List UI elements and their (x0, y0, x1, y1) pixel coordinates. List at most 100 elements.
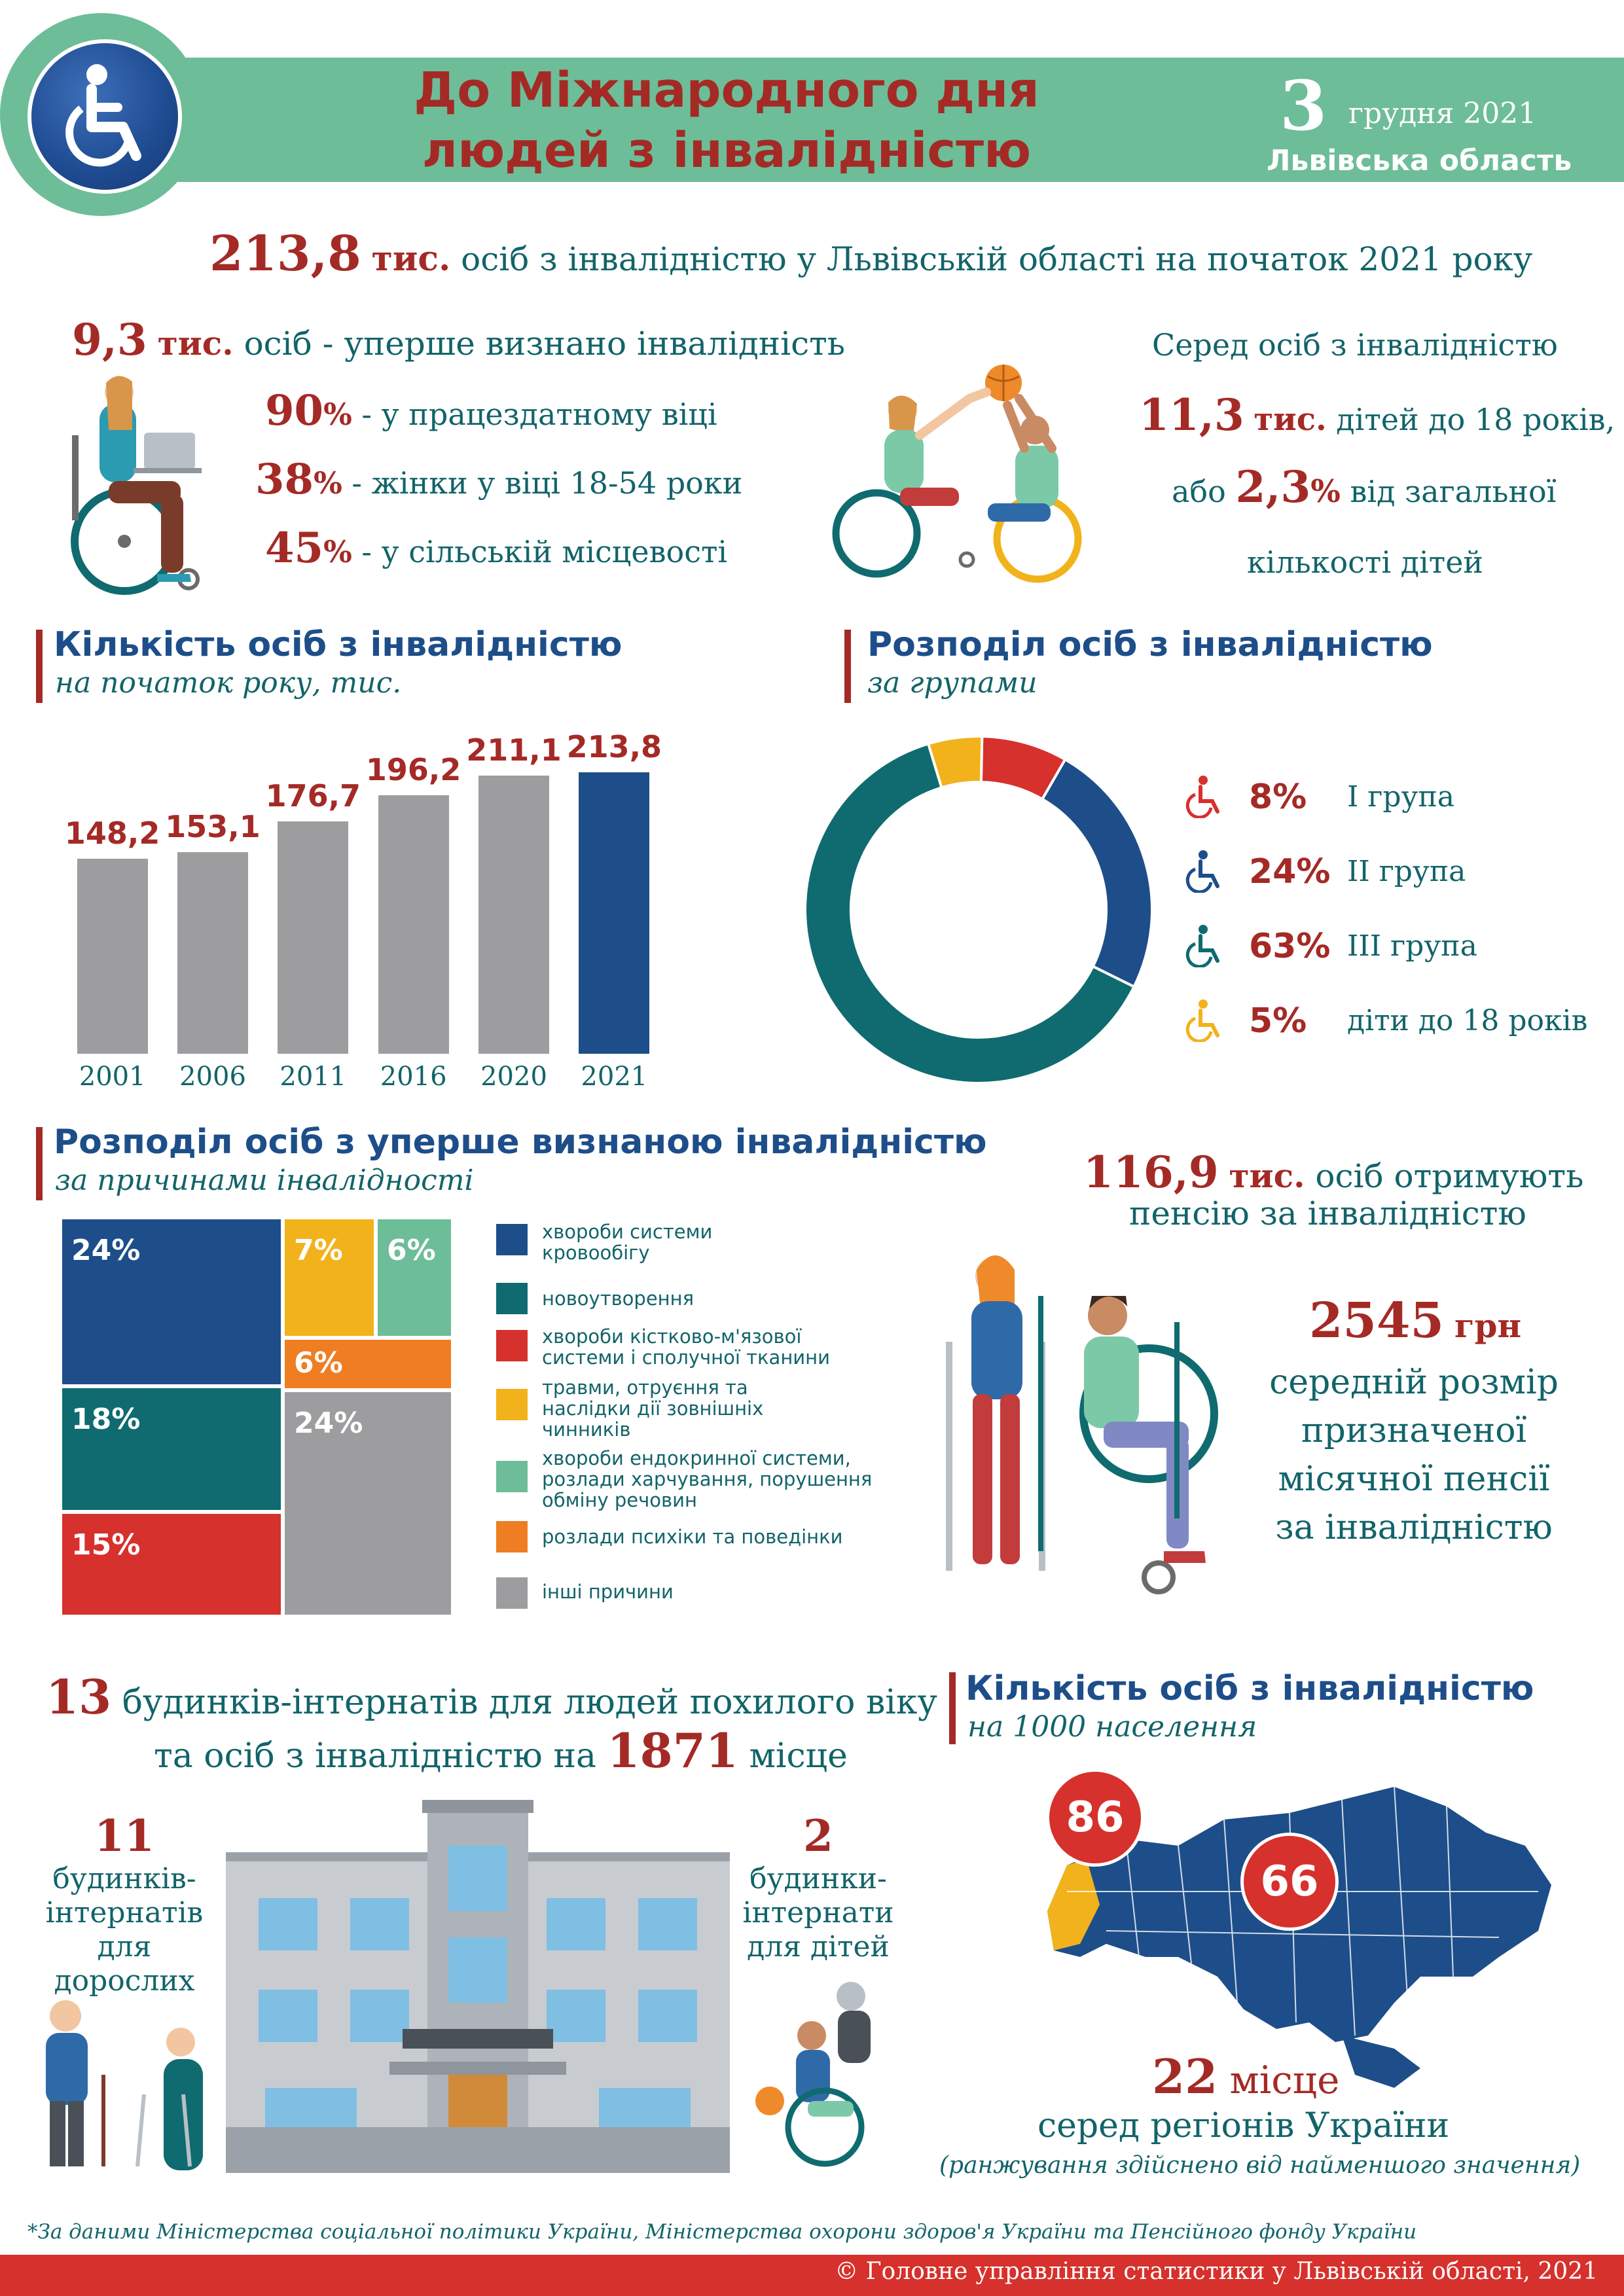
pension-unit: тис. (1229, 1157, 1305, 1195)
bar-2001 (77, 858, 148, 1054)
bar-section-subtitle: на початок року, тис. (55, 666, 402, 700)
page-title: До Міжнародного дня людей з інвалідністю (367, 60, 1087, 181)
x-tick-label: 2001 (79, 1062, 146, 1092)
title-line-1: До Міжнародного дня (414, 62, 1039, 118)
pension-amount: 2545 (1309, 1293, 1444, 1349)
basketball-wheelchair-players-illustration (832, 365, 1082, 583)
footer-band (0, 2255, 1624, 2296)
stat-3-pct: % (323, 534, 352, 569)
legend-swatch (496, 1330, 528, 1361)
children-text: дітей до 18 років, (1336, 402, 1615, 437)
crutches-wheelchair-people-illustration (946, 1255, 1218, 1594)
stat-3-text: - у сільській місцевості (361, 534, 728, 569)
donut-legend-value: 63% (1249, 927, 1331, 966)
bar-value-label: 211,1 (466, 732, 562, 768)
legend-label: хвороби ендокринної системи, розлади хар… (542, 1447, 873, 1511)
first-time-stat-2: 38% - жінки у віці 18-54 роки (255, 455, 742, 504)
cell-label: 15% (71, 1528, 141, 1562)
bar-2016 (378, 795, 449, 1054)
homes-text-1: будинків-інтернатів для людей похилого в… (122, 1683, 937, 1722)
x-tick-label: 2020 (480, 1062, 547, 1092)
first-time-unit: тис. (157, 324, 234, 363)
kids-label-1: будинки- (749, 1862, 887, 1895)
pension-desc-2: призначеної (1301, 1411, 1527, 1450)
headline-unit: тис. (371, 239, 451, 279)
children-intro: Серед осіб з інвалідністю (1152, 327, 1558, 363)
first-time-stat-1: 90% - у працездатному віці (265, 386, 717, 435)
cell-label: 6% (387, 1234, 436, 1267)
children-unit: тис. (1254, 401, 1327, 438)
treemap-cell-injuries: 7% (283, 1217, 376, 1338)
date-day: 3 (1280, 65, 1327, 146)
legend-label: розлади психіки та поведінки (542, 1526, 843, 1548)
children-line-2: або 2,3% від загальної (1172, 461, 1556, 512)
pension-currency: грн (1454, 1306, 1522, 1345)
bar-2021 (579, 772, 650, 1054)
wheelchair-icon (1185, 999, 1219, 1042)
headline: 213,8 тис. осіб з інвалідністю у Львівсь… (209, 226, 1532, 282)
treemap-cell-circulatory: 24% (60, 1217, 283, 1386)
donut-chart (804, 735, 1153, 1085)
legend-swatch (496, 1283, 528, 1314)
treemap-legend: хвороби системи кровообігу новоутворення… (496, 1217, 889, 1623)
x-tick-label: 2006 (179, 1062, 246, 1092)
donut-legend: 8% І група 24% ІІ група 63% ІІІ група 5% діти д… (1178, 772, 1610, 1060)
wheelchair-icon (1185, 776, 1219, 818)
legend-label: хвороби системи кровообігу (542, 1221, 713, 1264)
donut-slice (926, 735, 984, 789)
homes-line-2: та осіб з інвалідністю на 1871 місце (154, 1723, 848, 1778)
treemap-cell-neoplasms: 18% (60, 1386, 283, 1512)
bar-chart: 148,2 2001 153,1 2006 176,7 2011 196,2 2016 211,… (62, 726, 664, 1093)
pension-line-2: пенсію за інвалідністю (1129, 1194, 1526, 1232)
pension-description: середній розмір призначеної місячної пен… (1231, 1358, 1597, 1552)
wheelchair-logo-icon (27, 39, 182, 194)
cell-label: 24% (294, 1407, 363, 1440)
wheelchair-icon (1185, 925, 1219, 967)
first-time-text: осіб - уперше визнано інвалідність (244, 325, 845, 363)
child-wheelchair-illustration (755, 1982, 871, 2167)
map-section-title: Кількість осіб з інвалідністю (965, 1669, 1534, 1708)
legend-label: травми, отруєння та наслідки дії зовнішн… (542, 1376, 764, 1441)
donut-legend-label: І група (1347, 780, 1455, 814)
rank-line: 22 місце (1152, 2049, 1339, 2104)
rank-text: серед регіонів України (1038, 2106, 1450, 2145)
donut-slice (1040, 757, 1153, 989)
pension-desc-3: місячної пенсії (1278, 1460, 1550, 1499)
pension-amount-line: 2545 грн (1309, 1293, 1521, 1349)
x-tick-label: 2011 (280, 1062, 347, 1092)
legend-swatch (496, 1461, 528, 1492)
first-time-stat-3: 45% - у сільській місцевості (265, 524, 727, 573)
bar-value-label: 213,8 (566, 729, 662, 764)
donut-legend-label: ІІІ група (1347, 929, 1477, 963)
donut-legend-value: 24% (1249, 852, 1331, 891)
children-pre2: або (1172, 474, 1226, 509)
children-line-1: 11,3 тис. дітей до 18 років, (1139, 389, 1615, 440)
children-value-2: 2,3 (1235, 461, 1311, 512)
section-marker (36, 1127, 43, 1200)
bar-section-title: Кількість осіб з інвалідністю (54, 625, 623, 664)
pension-value: 116,9 (1083, 1147, 1219, 1198)
legend-swatch (496, 1521, 528, 1552)
kids-label-2: інтернати (742, 1896, 894, 1929)
legend-swatch (496, 1577, 528, 1609)
header-band (98, 58, 1624, 182)
homes-line-1: 13 будинків-інтернатів для людей похилог… (46, 1669, 937, 1725)
kids-label-3: для дітей (747, 1930, 890, 1964)
donut-slice (804, 742, 1136, 1085)
bar-2011 (278, 821, 349, 1054)
map-section-subtitle: на 1000 населення (967, 1710, 1257, 1744)
legend-label: хвороби кістково-м'язової системи і спол… (542, 1325, 830, 1369)
stat-2-pct: % (314, 465, 342, 501)
causes-section-title: Розподіл осіб з уперше визнаною інвалідн… (54, 1122, 987, 1162)
bar-2020 (478, 776, 549, 1054)
stat-1-text: - у працездатному віці (361, 397, 717, 432)
section-marker (844, 630, 851, 703)
first-time-value: 9,3 (72, 314, 147, 365)
pension-desc-1: середній розмір (1269, 1363, 1559, 1402)
homes-adults: 11 будинків- інтернатів для дорослих (26, 1810, 223, 1998)
stat-1-pct: % (323, 397, 352, 432)
footer-text: © Головне управління статистики у Львівс… (835, 2258, 1598, 2285)
first-time-heading: 9,3 тис. осіб - уперше визнано інвалідні… (72, 314, 845, 365)
donut-section-title: Розподіл осіб з інвалідністю (867, 625, 1433, 664)
homes-count: 13 (46, 1669, 112, 1725)
